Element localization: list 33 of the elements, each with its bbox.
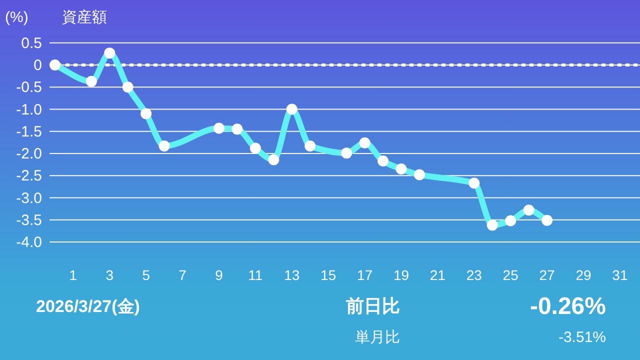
ytick: -1.5 <box>16 123 42 140</box>
ytick: 0 <box>34 57 42 74</box>
xtick: 23 <box>466 267 482 283</box>
annotation: 前日比 <box>346 296 400 316</box>
ytick: -3.5 <box>16 212 42 229</box>
xtick: 19 <box>393 267 410 283</box>
ytick: -2.0 <box>16 146 42 162</box>
xtick: 13 <box>284 267 300 283</box>
xtick: 15 <box>320 267 336 283</box>
ytick: 0.5 <box>21 34 42 52</box>
ylabel: (%) <box>5 9 28 26</box>
ytick: -0.5 <box>16 79 42 96</box>
xtick: 31 <box>612 267 628 283</box>
title: 資産額 <box>62 9 107 26</box>
ytick: -3.0 <box>16 190 42 207</box>
xtick: 17 <box>357 267 373 283</box>
ytick: -4.0 <box>16 234 42 251</box>
xtick: 9 <box>215 267 223 283</box>
annotation: 単月比 <box>355 329 400 346</box>
xtick: 3 <box>106 267 114 283</box>
ytick: -2.5 <box>16 168 42 185</box>
xtick: 25 <box>502 267 518 283</box>
ytick: -1.0 <box>16 101 42 118</box>
xtick: 5 <box>142 267 150 283</box>
xtick: 21 <box>430 267 446 283</box>
xtick: 11 <box>248 267 263 283</box>
xtick: 29 <box>576 267 592 283</box>
annotation: 2026/3/27(金) <box>36 297 140 316</box>
annotation: -3.51% <box>558 329 606 346</box>
annotation: -0.26% <box>530 293 606 320</box>
xtick: 7 <box>178 267 186 283</box>
xtick: 27 <box>539 267 555 283</box>
xtick: 1 <box>69 267 78 283</box>
